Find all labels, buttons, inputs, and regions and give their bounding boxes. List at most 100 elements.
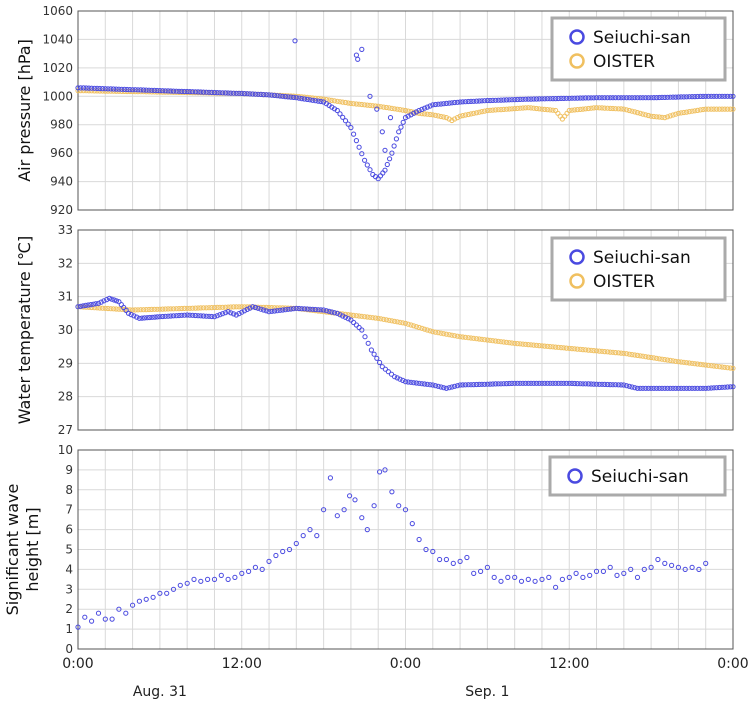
- y-axis-label: Air pressure [hPa]: [15, 39, 34, 182]
- data-point: [359, 101, 365, 108]
- data-point: [102, 616, 108, 622]
- data-point: [645, 112, 652, 119]
- data-point: [252, 564, 258, 571]
- data-point: [468, 98, 474, 105]
- data-point: [528, 96, 534, 102]
- data-point: [637, 353, 643, 359]
- data-point: [225, 576, 231, 583]
- data-point: [367, 167, 373, 173]
- data-point: [651, 385, 657, 391]
- data-point: [634, 574, 641, 581]
- data-point: [105, 86, 111, 92]
- data-point: [304, 96, 310, 103]
- data-point: [160, 88, 166, 94]
- data-point: [100, 86, 106, 92]
- data-point: [310, 97, 316, 103]
- y-tick-label: 28: [58, 390, 73, 404]
- data-point: [318, 98, 324, 105]
- data-point: [484, 337, 490, 343]
- data-point: [109, 296, 115, 302]
- data-point: [351, 312, 357, 318]
- data-point: [209, 89, 215, 96]
- data-point: [615, 95, 622, 101]
- data-point: [479, 109, 485, 115]
- data-point: [141, 315, 148, 321]
- data-point: [154, 314, 160, 320]
- data-point: [217, 312, 223, 318]
- data-point: [675, 94, 682, 100]
- data-point: [512, 574, 518, 581]
- data-point: [626, 351, 632, 357]
- data-point: [125, 310, 132, 316]
- data-point: [220, 90, 226, 96]
- data-point: [558, 95, 564, 102]
- data-point: [454, 333, 460, 339]
- data-point: [473, 110, 480, 116]
- data-point: [694, 93, 701, 100]
- data-point: [591, 348, 597, 354]
- data-point: [547, 344, 553, 350]
- data-point: [101, 298, 107, 304]
- data-point: [689, 108, 695, 114]
- data-point: [165, 313, 171, 319]
- data-point: [482, 381, 488, 387]
- data-point: [506, 340, 512, 346]
- data-point: [686, 360, 692, 366]
- data-point: [512, 106, 518, 112]
- data-point: [686, 385, 692, 391]
- data-point: [241, 308, 248, 314]
- data-point: [362, 334, 368, 340]
- data-point: [484, 107, 490, 114]
- data-point: [132, 87, 138, 93]
- time-axis: 0:00 12:00 0:00 12:00 0:00 Aug. 31 Sep. 1: [62, 656, 748, 700]
- data-point: [386, 317, 392, 323]
- data-point: [613, 350, 619, 356]
- data-point: [446, 385, 452, 391]
- data-point: [651, 113, 657, 120]
- data-point: [139, 315, 145, 321]
- data-point: [345, 121, 351, 127]
- data-point: [490, 107, 496, 113]
- data-point: [266, 309, 272, 315]
- data-point: [143, 307, 149, 313]
- data-point: [714, 363, 720, 369]
- data-point: [719, 93, 725, 99]
- y-tick-label: 980: [50, 118, 73, 132]
- data-point: [460, 99, 466, 105]
- data-point: [692, 108, 698, 114]
- data-point: [228, 90, 234, 96]
- data-point: [231, 304, 237, 310]
- data-point: [580, 95, 586, 101]
- y-tick-label: 1: [65, 622, 73, 636]
- legend-label: Seiuchi-san: [593, 248, 691, 268]
- data-point: [211, 576, 218, 583]
- data-point: [269, 308, 275, 314]
- y-tick-label: 2: [65, 602, 73, 616]
- data-point: [670, 385, 676, 391]
- data-point: [398, 124, 404, 130]
- data-point: [113, 306, 119, 312]
- y-tick-label: 960: [50, 146, 73, 160]
- data-point: [75, 304, 81, 310]
- data-point: [315, 98, 321, 104]
- data-point: [140, 87, 147, 93]
- legend-marker: [567, 468, 583, 484]
- data-point: [681, 385, 687, 391]
- data-point: [162, 306, 168, 312]
- data-point: [493, 381, 499, 387]
- data-point: [580, 106, 586, 112]
- data-point: [419, 106, 425, 113]
- data-point: [400, 377, 406, 383]
- data-point: [239, 304, 245, 310]
- data-point: [531, 96, 537, 102]
- data-point: [610, 349, 616, 355]
- data-point: [561, 95, 567, 102]
- data-point: [334, 513, 340, 519]
- data-point: [700, 362, 706, 368]
- data-point: [596, 95, 602, 101]
- data-point: [151, 87, 157, 94]
- data-point: [460, 113, 466, 119]
- data-point: [528, 342, 534, 348]
- data-point: [553, 96, 559, 102]
- data-point: [430, 102, 436, 108]
